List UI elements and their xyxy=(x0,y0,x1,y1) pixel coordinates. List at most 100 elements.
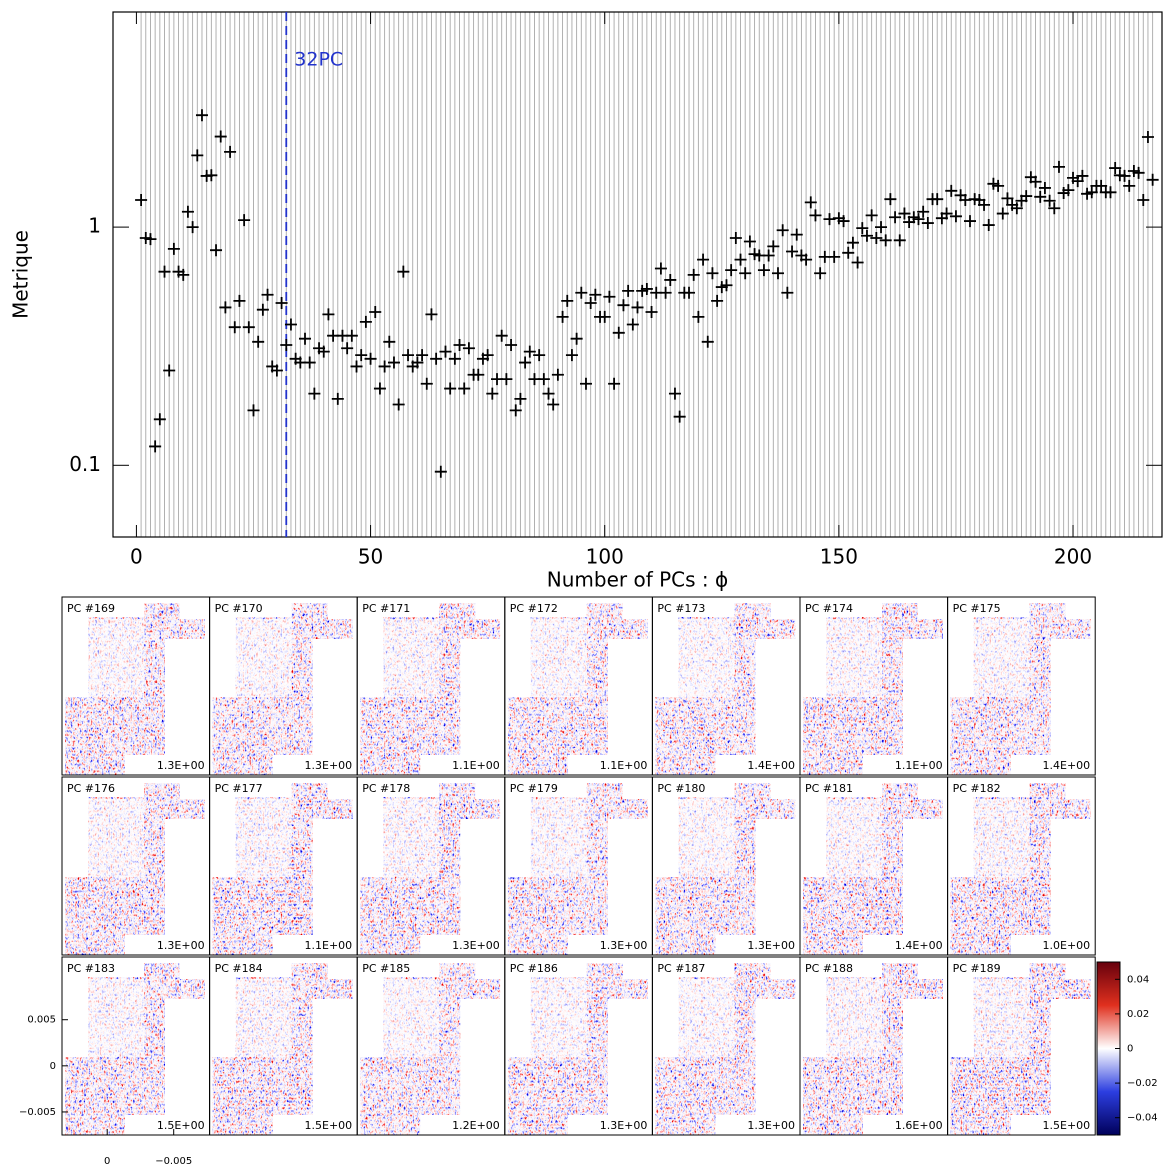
point xyxy=(940,207,953,220)
x-tick-label: 100 xyxy=(586,545,624,569)
point xyxy=(228,321,241,334)
point xyxy=(963,215,976,228)
point xyxy=(884,193,897,206)
center-fade xyxy=(973,799,1030,877)
point xyxy=(879,234,892,247)
point xyxy=(1034,190,1047,203)
point xyxy=(299,332,312,345)
point xyxy=(458,382,471,395)
colorbar-tick-label: −0.04 xyxy=(1127,1113,1158,1124)
point xyxy=(842,246,855,259)
point xyxy=(519,356,532,369)
center-fade xyxy=(383,979,440,1057)
panel-title: PC #171 xyxy=(362,602,410,615)
point xyxy=(860,229,873,242)
point xyxy=(781,286,794,299)
point xyxy=(280,338,293,351)
point xyxy=(163,364,176,377)
point xyxy=(851,256,864,269)
point xyxy=(505,338,518,351)
point xyxy=(425,308,438,321)
panel-value: 1.1E+00 xyxy=(452,759,500,772)
point xyxy=(1104,186,1117,199)
point xyxy=(739,267,752,280)
panel-value: 1.4E+00 xyxy=(1043,759,1091,772)
panel-title: PC #175 xyxy=(953,602,1001,615)
panel: PC #177 1.1E+00 xyxy=(209,776,358,956)
point xyxy=(575,286,588,299)
point xyxy=(514,392,527,405)
center-fade xyxy=(678,619,735,697)
point xyxy=(846,236,859,249)
point xyxy=(612,326,625,339)
point xyxy=(589,288,602,301)
point xyxy=(275,297,288,310)
plot-frame xyxy=(112,11,1163,538)
center-fade xyxy=(235,619,292,697)
panel-frame xyxy=(947,956,1096,1136)
x-tick-label: 150 xyxy=(820,545,858,569)
point xyxy=(1038,181,1051,194)
point xyxy=(224,145,237,158)
point xyxy=(603,290,616,303)
point xyxy=(1076,169,1089,182)
panel: PC #185 1.2E+00 xyxy=(356,956,506,1136)
point xyxy=(706,267,719,280)
point xyxy=(500,373,513,386)
panel-value: 1.3E+00 xyxy=(157,759,205,772)
point xyxy=(453,338,466,351)
panel-title: PC #189 xyxy=(953,962,1001,975)
point xyxy=(800,253,813,266)
point xyxy=(1123,179,1136,192)
center-fade xyxy=(678,799,735,877)
panel-value: 1.3E+00 xyxy=(747,939,795,952)
point xyxy=(565,349,578,362)
panel: PC #176 1.3E+00 xyxy=(61,776,211,956)
panel-value: 1.5E+00 xyxy=(305,1119,353,1132)
point xyxy=(640,282,653,295)
panel-value: 1.2E+00 xyxy=(452,1119,500,1132)
point xyxy=(804,196,817,209)
panel-title: PC #173 xyxy=(657,602,705,615)
point xyxy=(523,345,536,358)
point xyxy=(598,310,611,323)
panel-title: PC #184 xyxy=(215,962,263,975)
point xyxy=(1137,193,1150,206)
colorbar-tick-label: 0.04 xyxy=(1127,974,1149,985)
point xyxy=(1001,192,1014,205)
panel: PC #186 1.3E+00 xyxy=(504,956,653,1136)
panel-title: PC #170 xyxy=(215,602,263,615)
point xyxy=(701,335,714,348)
point xyxy=(1029,175,1042,188)
point xyxy=(373,382,386,395)
panel-value: 1.3E+00 xyxy=(600,1119,648,1132)
point xyxy=(364,352,377,365)
panel-value: 1.4E+00 xyxy=(747,759,795,772)
point xyxy=(416,349,429,362)
panel: PC #175 1.4E+00 xyxy=(947,596,1096,776)
panel: PC #188 1.6E+00 xyxy=(799,956,949,1136)
center-fade xyxy=(973,979,1030,1057)
point xyxy=(383,335,396,348)
point xyxy=(725,264,738,277)
point xyxy=(369,306,382,319)
point xyxy=(430,352,443,365)
point xyxy=(387,356,400,369)
point xyxy=(1062,184,1075,197)
point xyxy=(509,404,522,417)
point xyxy=(533,349,546,362)
x-tick-label: 0 xyxy=(104,1156,110,1167)
point xyxy=(931,193,944,206)
point xyxy=(617,299,630,312)
point xyxy=(149,440,162,453)
point xyxy=(214,130,227,143)
point xyxy=(195,109,208,122)
panel-title: PC #180 xyxy=(657,782,705,795)
point xyxy=(673,410,686,423)
panel: PC #173 1.4E+00 xyxy=(651,596,801,776)
point xyxy=(1095,179,1108,192)
panel: PC #182 1.0E+00 xyxy=(947,776,1096,956)
center-fade xyxy=(235,979,292,1057)
point xyxy=(158,265,171,278)
point xyxy=(542,387,555,400)
